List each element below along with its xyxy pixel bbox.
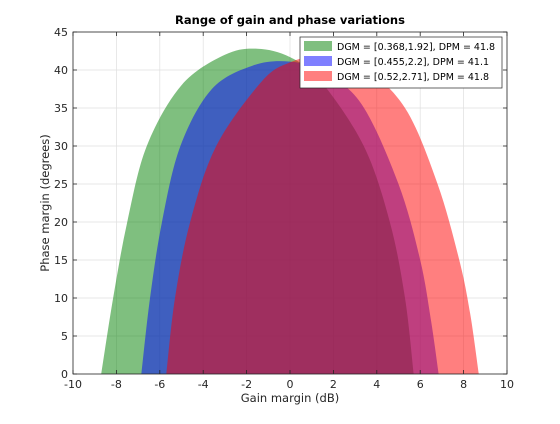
legend-label: DGM = [0.455,2.2], DPM = 41.1 — [337, 57, 489, 68]
y-tick-label: 45 — [54, 26, 68, 39]
y-tick-label: 10 — [54, 292, 68, 305]
x-tick-label: 10 — [500, 378, 514, 391]
legend-box — [299, 36, 503, 89]
legend: DGM = [0.368,1.92], DPM = 41.8 DGM = [0.4… — [299, 36, 503, 89]
x-axis-label: Gain margin (dB) — [241, 391, 339, 405]
y-axis-label: Phase margin (degrees) — [38, 134, 52, 271]
chart-title: Range of gain and phase variations — [175, 13, 405, 27]
y-tick-label: 5 — [61, 330, 68, 343]
legend-swatch — [304, 56, 332, 66]
y-tick-label: 30 — [54, 140, 68, 153]
area-series — [101, 48, 479, 375]
x-tick-label: -2 — [241, 378, 252, 391]
legend-label: DGM = [0.52,2.71], DPM = 41.8 — [337, 72, 489, 83]
x-tick-label: -4 — [198, 378, 209, 391]
area-series-3 — [166, 56, 479, 375]
legend-swatch — [304, 41, 332, 51]
x-tick-label: -8 — [111, 378, 122, 391]
x-tick-label: -10 — [64, 378, 82, 391]
y-tick-label: 20 — [54, 216, 68, 229]
x-tick-label: 8 — [460, 378, 467, 391]
x-tick-label: 6 — [417, 378, 424, 391]
x-tick-label: 4 — [373, 378, 380, 391]
legend-label: DGM = [0.368,1.92], DPM = 41.8 — [337, 42, 495, 53]
y-tick-label: 15 — [54, 254, 68, 267]
x-tick-label: -6 — [154, 378, 165, 391]
y-tick-label: 35 — [54, 102, 68, 115]
legend-swatch — [304, 71, 332, 81]
axis-ticks: -10 -8 -6 -4 -2 0 2 4 6 8 10 0 5 10 15 20 25 30 35 40 45 — [54, 26, 514, 391]
x-tick-label: 0 — [287, 378, 294, 391]
x-tick-label: 2 — [330, 378, 337, 391]
y-tick-label: 0 — [61, 368, 68, 381]
y-tick-label: 25 — [54, 178, 68, 191]
y-tick-label: 40 — [54, 64, 68, 77]
